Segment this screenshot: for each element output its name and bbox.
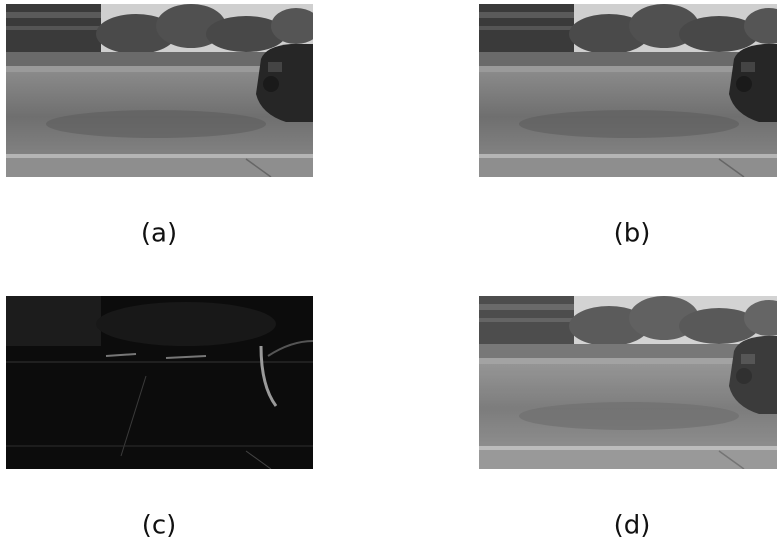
panel-d-image bbox=[479, 296, 777, 469]
panel-b-image bbox=[479, 4, 777, 177]
panel-a-image bbox=[6, 4, 321, 177]
figure: (a) (b) (c) (d) bbox=[0, 0, 777, 543]
panel-label: (c) bbox=[142, 511, 177, 541]
panel-label: (a) bbox=[141, 219, 177, 249]
panel-label: (d) bbox=[614, 511, 651, 541]
panel-c-image bbox=[6, 296, 313, 469]
page: (a) (b) (c) (d) (() => { const data = JS… bbox=[0, 0, 777, 543]
panel-label: (b) bbox=[614, 219, 651, 249]
